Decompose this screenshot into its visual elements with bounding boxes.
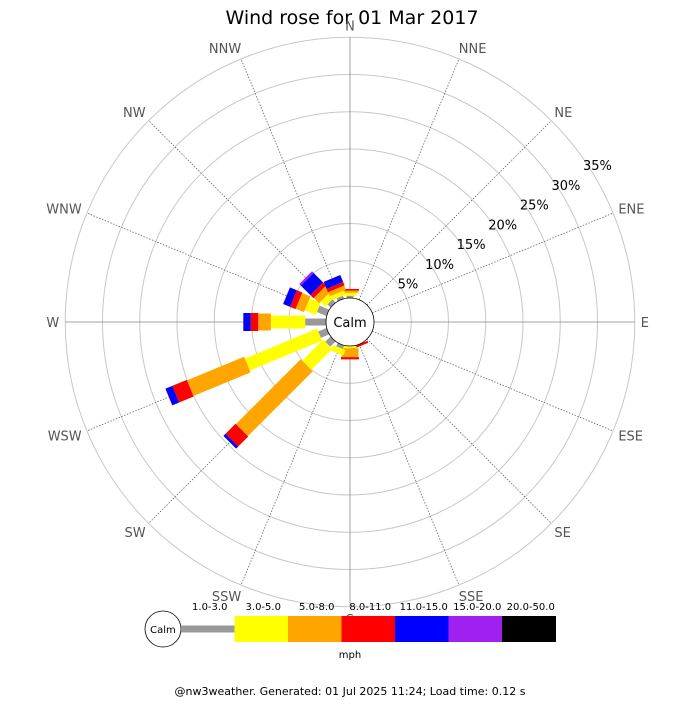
legend-swatch-3 — [341, 616, 396, 642]
petal-wnw-bin-2 — [295, 292, 311, 313]
petal-nnw-bin-3 — [326, 281, 345, 293]
direction-label-e: E — [641, 316, 649, 331]
legend-label-3: 8.0-11.0 — [349, 602, 391, 613]
petal-wsw-bin-0 — [318, 327, 330, 338]
petal-nnw-bin-2 — [328, 285, 346, 297]
spoke-nw — [148, 120, 334, 306]
petal-sw-bin-2 — [235, 359, 313, 437]
ring-label-15: 15% — [457, 238, 486, 253]
legend-items-group: 1.0-3.0 3.0-5.0 5.0-8.0 8.0-11.0 11.0-15.0 15… — [181, 602, 556, 642]
ring-labels-group: 5% 10%15%20%25%30%35% — [398, 159, 612, 292]
direction-label-ene: ENE — [618, 202, 644, 217]
direction-label-wsw: WSW — [48, 430, 82, 445]
chart-title: Wind rose for 01 Mar 2017 — [225, 7, 478, 29]
ring-label-10: 10% — [425, 258, 454, 273]
petal-wnw-bin-0 — [316, 305, 330, 317]
petal-wsw-bin-3 — [172, 379, 194, 403]
legend-label-5: 15.0-20.0 — [453, 602, 501, 613]
legend-swatch-0 — [181, 625, 235, 633]
direction-label-se: SE — [554, 526, 570, 541]
direction-label-nne: NNE — [459, 42, 487, 57]
spoke-sse — [358, 344, 460, 586]
legend-swatch-6 — [502, 616, 556, 642]
legend-swatch-4 — [395, 616, 449, 642]
legend-unit-label: mph — [339, 650, 361, 661]
direction-label-ssw: SSW — [212, 590, 242, 605]
petal-wnw-bin-4 — [283, 287, 297, 307]
direction-label-w: W — [46, 316, 59, 331]
direction-label-n: N — [345, 19, 355, 34]
ring-label-5: 5% — [398, 278, 419, 293]
legend-swatch-1 — [234, 616, 289, 642]
petal-sw-bin-3 — [225, 423, 249, 447]
petal-nnw-bin-1 — [331, 290, 346, 300]
petal-nnw-bin-4 — [323, 275, 344, 289]
spoke-ene — [372, 212, 614, 314]
ring-label-30: 30% — [551, 179, 580, 194]
petal-nw-bin-3 — [310, 282, 327, 299]
legend-label-2: 5.0-8.0 — [299, 602, 334, 613]
spoke-nnw — [240, 58, 342, 300]
spoke-ssw — [240, 344, 342, 586]
petal-nnw-bin-0 — [336, 295, 345, 302]
direction-labels-group: NNNENEENEEESESESSESSSWSWWSWWWNWNWNNW — [46, 19, 649, 628]
legend-swatch-2 — [288, 616, 342, 642]
petal-nw-bin-5 — [299, 271, 314, 286]
ring-label-20: 20% — [488, 218, 517, 233]
spoke-ne — [366, 120, 552, 306]
spokes-group — [65, 37, 635, 607]
direction-label-ne: NE — [554, 106, 572, 121]
petal-wnw-bin-1 — [304, 298, 321, 315]
legend-label-0: 1.0-3.0 — [192, 602, 227, 613]
petal-sw-bin-4 — [223, 433, 239, 449]
speed-legend: Calm 1.0-3.0 3.0-5.0 5.0-8.0 8.0-11.0 11.0-1… — [144, 602, 556, 661]
petal-nw-bin-4 — [300, 272, 324, 296]
spoke-ese — [372, 330, 614, 432]
direction-label-wnw: WNW — [46, 202, 82, 217]
calm-circle-group: Calm — [325, 297, 375, 347]
petal-sw-bin-1 — [302, 339, 333, 370]
direction-label-nw: NW — [123, 106, 146, 121]
petals-group — [165, 271, 369, 449]
petal-wsw-bin-2 — [186, 356, 251, 397]
calm-label: Calm — [333, 316, 366, 331]
footer-text: @nw3weather. Generated: 01 Jul 2025 11:2… — [175, 685, 526, 698]
petal-nw-bin-1 — [320, 292, 335, 307]
legend-swatch-5 — [448, 616, 503, 642]
legend-label-4: 11.0-15.0 — [400, 602, 448, 613]
legend-label-1: 3.0-5.0 — [246, 602, 281, 613]
petal-wsw-bin-1 — [244, 328, 323, 371]
calm-circle — [325, 297, 375, 347]
ring-label-35: 35% — [583, 159, 612, 174]
direction-label-sw: SW — [124, 526, 145, 541]
spoke-nne — [358, 58, 460, 300]
petal-nw-bin-2 — [313, 285, 332, 304]
petal-sw-bin-0 — [325, 336, 336, 347]
spoke-se — [366, 338, 552, 524]
direction-label-sse: SSE — [459, 590, 484, 605]
petal-ssw-bin-0 — [336, 342, 345, 349]
ring-label-25: 25% — [520, 199, 549, 214]
petal-wsw-bin-4 — [165, 385, 180, 406]
legend-label-6: 20.0-50.0 — [507, 602, 555, 613]
direction-label-ese: ESE — [618, 430, 643, 445]
legend-calm-label: Calm — [150, 625, 176, 636]
petal-ssw-bin-1 — [331, 345, 346, 356]
petal-wnw-bin-3 — [289, 290, 303, 310]
direction-label-nnw: NNW — [209, 42, 241, 57]
petal-nw-bin-0 — [327, 299, 336, 308]
